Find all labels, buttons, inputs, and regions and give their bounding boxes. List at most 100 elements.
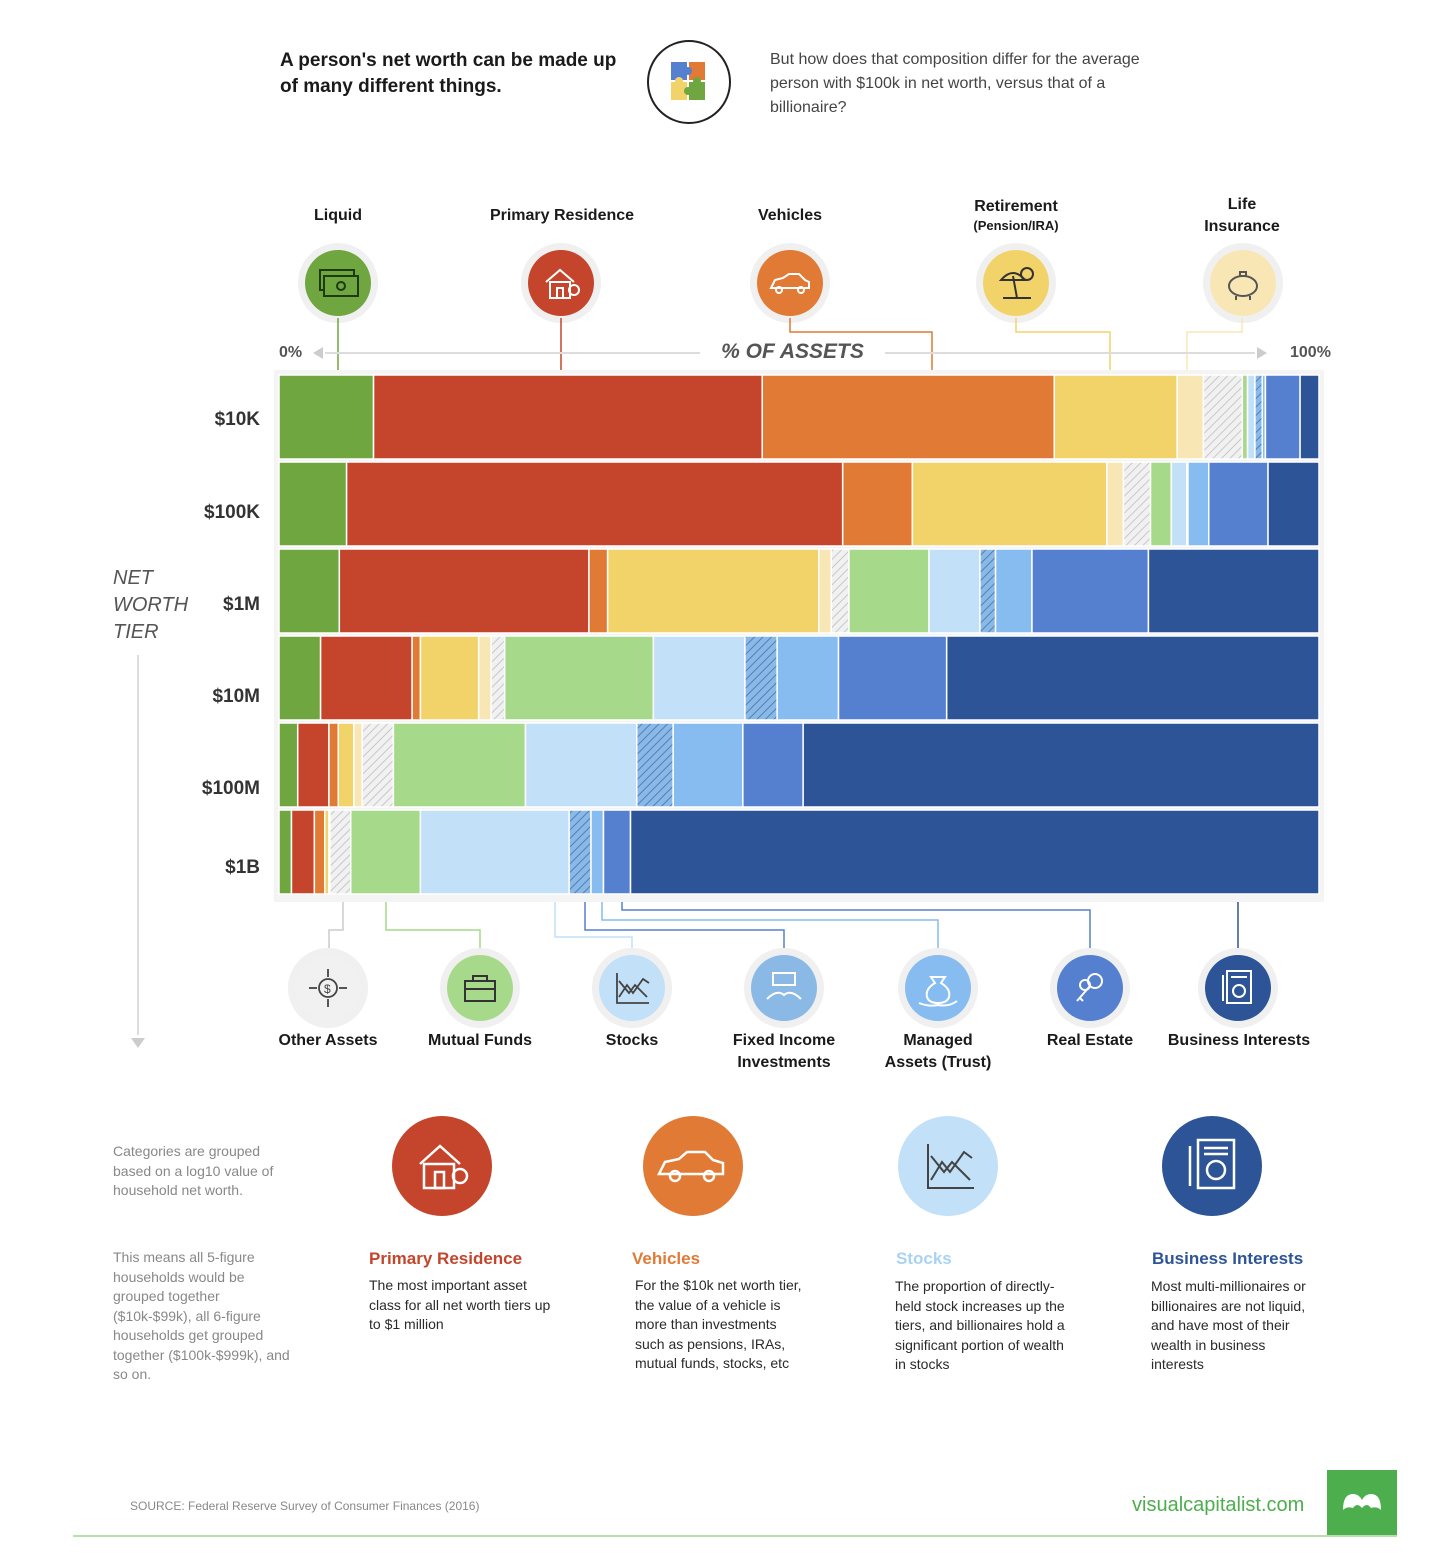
bar-segment-real-estate-10m <box>837 635 948 721</box>
bar-segment-business-interests-1b <box>629 809 1320 895</box>
category-label-business-interests: Business Interests <box>1167 1032 1311 1049</box>
bar-segment-other-assets-10k <box>1202 374 1244 460</box>
bar-segment-real-estate-100k <box>1208 461 1269 547</box>
bar-segment-real-estate-1m <box>1031 548 1150 634</box>
bar-segment-business-interests-100m <box>802 722 1320 808</box>
bar-segment-stocks-100k <box>1170 461 1188 547</box>
arrow-down-icon <box>131 1038 145 1048</box>
bar-segment-retirement-pension-ira-100k <box>911 461 1108 547</box>
bar-segment-life-insurance-100m <box>353 722 363 808</box>
bar-segment-other-assets-100k <box>1122 461 1152 547</box>
bar-segment-liquid-100m <box>278 722 299 808</box>
cash-icon <box>305 250 371 316</box>
category-label-primary-residence: Primary Residence <box>489 207 635 224</box>
bar-segment-stocks-1m <box>928 548 981 634</box>
bar-segment-liquid-1b <box>278 809 293 895</box>
brand-link[interactable]: visualcapitalist.com <box>1132 1494 1305 1516</box>
note-example: This means all 5-figure households would… <box>113 1249 290 1382</box>
car-icon <box>643 1116 743 1216</box>
bar-segment-other-assets-100m <box>361 722 395 808</box>
bar-segment-liquid-10m <box>278 635 322 721</box>
intro-left-text: A person's net worth can be made up of m… <box>280 50 617 97</box>
tier-label: $1M <box>223 594 260 615</box>
axis-title: % OF ASSETS <box>721 340 864 363</box>
axis-line-left <box>325 352 700 354</box>
source-note: SOURCE: Federal Reserve Survey of Consum… <box>130 1499 480 1513</box>
bar-segment-other-assets-1m <box>830 548 850 634</box>
tier-axis-line <box>137 655 139 1035</box>
bar-segment-fixed-income-investments-1m <box>979 548 997 634</box>
bar-segment-fixed-income-investments-10m <box>744 635 778 721</box>
house-icon <box>528 250 594 316</box>
category-label-other-assets: Other Assets <box>278 1032 378 1049</box>
bar-segment-vehicles-10m <box>411 635 422 721</box>
stock-chart-icon <box>599 955 665 1021</box>
category-label-stocks: Stocks <box>605 1032 659 1049</box>
bar-segment-retirement-pension-ira-1m <box>606 548 820 634</box>
stacked-bar-chart <box>274 370 1324 902</box>
bar-segment-real-estate-1b <box>602 809 632 895</box>
axis-line-right <box>885 352 1255 354</box>
bar-segment-managed-assets-trust-10m <box>776 635 840 721</box>
category-label-life-insurance: Life Insurance <box>1204 196 1280 235</box>
bar-segment-vehicles-100k <box>841 461 914 547</box>
category-label-managed-assets: Managed Assets (Trust) <box>884 1032 992 1071</box>
feature-title-stocks: Stocks <box>896 1249 952 1268</box>
feature-body-business-interests: Most multi-millionaires or billionaires … <box>1151 1278 1306 1372</box>
bar-segment-life-insurance-10k <box>1176 374 1205 460</box>
money-bag-icon <box>905 955 971 1021</box>
bar-segment-life-insurance-100k <box>1106 461 1125 547</box>
bar-segment-liquid-10k <box>278 374 375 460</box>
feature-title-business-interests: Business Interests <box>1152 1249 1304 1268</box>
bar-segment-other-assets-1b <box>329 809 352 895</box>
bar-segment-liquid-100k <box>278 461 348 547</box>
bar-segment-business-interests-1m <box>1147 548 1320 634</box>
category-label-fixed-income: Fixed Income Investments <box>732 1032 836 1071</box>
bar-segment-life-insurance-10m <box>477 635 492 721</box>
stock-chart-icon <box>898 1116 998 1216</box>
car-icon <box>757 250 823 316</box>
bar-segment-business-interests-10m <box>945 635 1320 721</box>
category-label-retirement: Retirement (Pension/IRA) <box>973 198 1059 233</box>
bar-segment-stocks-1b <box>419 809 570 895</box>
bar-segment-business-interests-10k <box>1299 374 1320 460</box>
footer-divider <box>73 1535 1397 1537</box>
puzzle-icon <box>647 40 731 124</box>
bar-segment-real-estate-100m <box>742 722 804 808</box>
briefcase-icon <box>447 955 513 1021</box>
brand-logo-icon <box>1327 1470 1397 1536</box>
bar-segment-mutual-funds-1b <box>350 809 422 895</box>
bar-segment-stocks-100m <box>524 722 638 808</box>
bar-segment-primary-residence-100m <box>296 722 330 808</box>
feature-body-vehicles: For the $10k net worth tier, the value o… <box>635 1277 802 1371</box>
bar-segment-vehicles-1m <box>588 548 609 634</box>
bar-segment-primary-residence-10m <box>319 635 413 721</box>
bar-segment-vehicles-100m <box>328 722 340 808</box>
intro-right-text: But how does that composition differ for… <box>770 51 1140 116</box>
bar-segment-fixed-income-investments-1b <box>568 809 592 895</box>
bar-segment-managed-assets-trust-100k <box>1187 461 1210 547</box>
tier-label: $10M <box>212 686 260 707</box>
arrow-left-icon <box>313 347 323 359</box>
keys-icon <box>1057 955 1123 1021</box>
bar-segment-primary-residence-10k <box>372 374 763 460</box>
certificate-icon <box>1205 955 1271 1021</box>
bar-segment-stocks-10m <box>652 635 746 721</box>
bar-segment-vehicles-1b <box>313 809 326 895</box>
piggy-bank-icon <box>1210 250 1276 316</box>
bar-segment-managed-assets-trust-1b <box>590 809 605 895</box>
bar-segment-real-estate-10k <box>1264 374 1301 460</box>
tier-label: $10K <box>214 409 260 430</box>
bar-segment-primary-residence-100k <box>345 461 844 547</box>
money-hands-icon <box>751 955 817 1021</box>
bar-segment-managed-assets-trust-1m <box>994 548 1033 634</box>
category-label-real-estate: Real Estate <box>1046 1032 1134 1049</box>
tier-label: $100K <box>204 502 260 523</box>
bar-segment-primary-residence-1m <box>338 548 590 634</box>
bar-segment-liquid-1m <box>278 548 341 634</box>
bar-segment-retirement-pension-ira-100m <box>337 722 355 808</box>
axis-left-label: 0% <box>279 344 303 361</box>
tier-label: $100M <box>201 778 260 799</box>
bar-segment-primary-residence-1b <box>290 809 316 895</box>
bar-segment-vehicles-10k <box>761 374 1056 460</box>
